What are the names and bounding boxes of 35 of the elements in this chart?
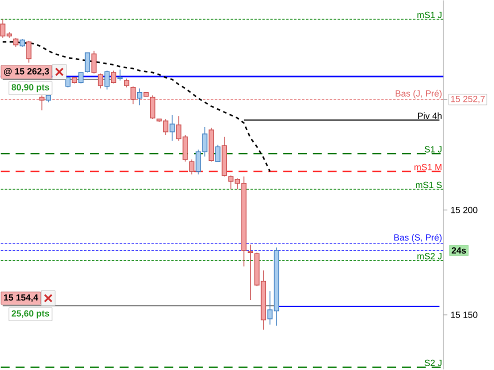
candlestick <box>248 244 254 300</box>
candlestick <box>84 52 90 74</box>
candlestick <box>170 114 175 142</box>
candlestick <box>98 73 104 89</box>
candlestick <box>13 38 18 48</box>
candlestick <box>150 95 156 120</box>
ref-line-label: Bas (S, Pré) <box>394 234 442 243</box>
ref-line-label: mS1 S <box>416 182 442 188</box>
annotation: 25,60 pts <box>12 310 50 318</box>
candlestick <box>78 72 84 84</box>
candlestick <box>39 95 44 111</box>
y-tick-label: 15 150 <box>451 312 478 318</box>
candlestick <box>117 69 123 82</box>
candlestick <box>65 77 71 88</box>
y-tick-label: 15 200 <box>451 206 478 214</box>
candlestick <box>110 70 116 84</box>
candlestick <box>189 159 194 175</box>
candlestick <box>137 88 142 106</box>
series-label: Piv 4h <box>418 112 442 120</box>
annotation: 80,90 pts <box>12 84 50 92</box>
candlestick <box>91 50 97 74</box>
annotation: 15 154,4 <box>4 294 38 302</box>
ref-line-label: mS1 M <box>414 164 442 170</box>
y-tick-label: 15 252,7 <box>451 96 485 104</box>
candlestick <box>104 70 110 90</box>
annotation: @ 15 262,3 <box>4 68 50 76</box>
ref-line-label: S2 J <box>424 360 442 366</box>
candlestick <box>215 144 220 162</box>
ref-line-label: S1 J <box>424 146 442 153</box>
ref-line-label: Bas (J, Pré) <box>396 90 442 98</box>
candlestick <box>130 86 136 105</box>
ref-line-label: mS1 J <box>417 12 442 18</box>
text: 24s <box>452 247 466 254</box>
ref-line-label: mS2 J <box>417 253 442 260</box>
candlestick <box>26 40 32 64</box>
